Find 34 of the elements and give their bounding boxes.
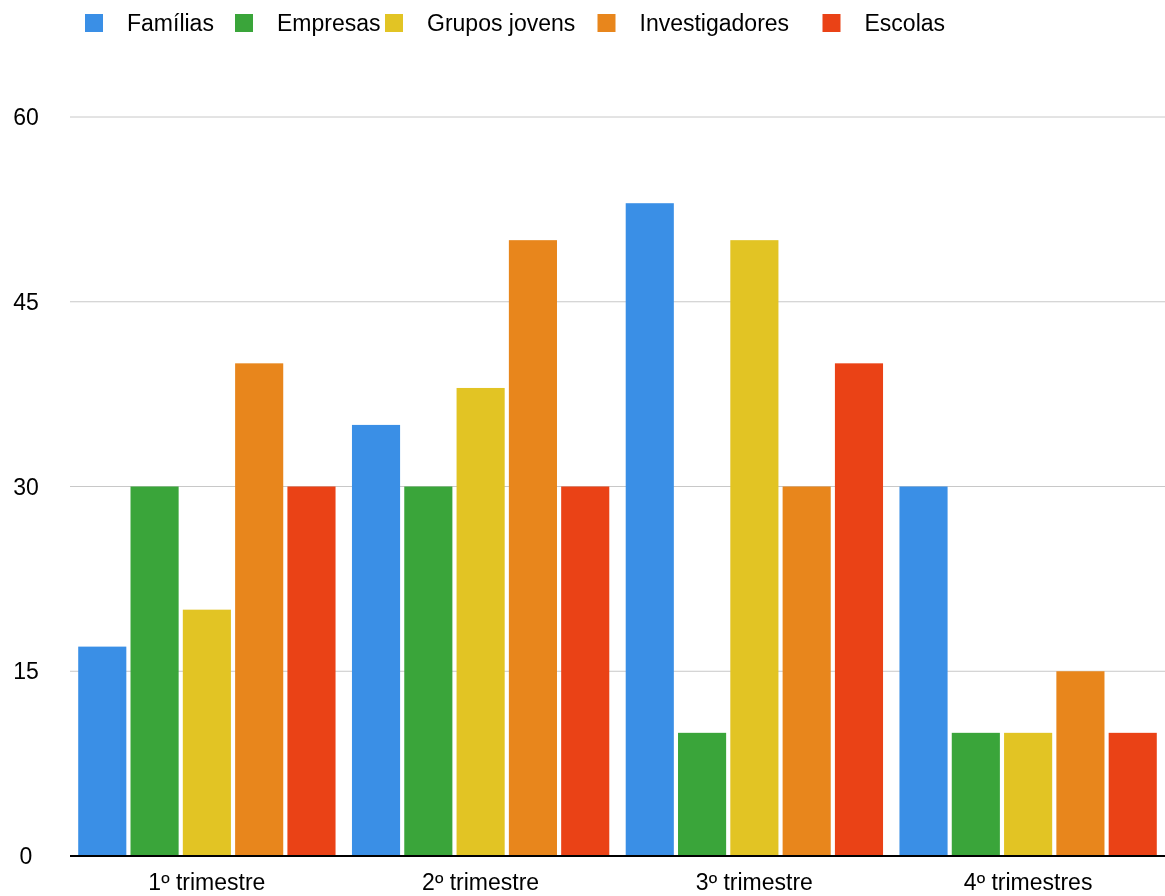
bar [899,486,948,856]
bar [508,240,557,856]
bar [951,732,1000,856]
bar [130,486,179,856]
y-tick-label: 0 [19,843,33,870]
bar [235,363,284,856]
bar [456,387,505,856]
bar [1056,671,1105,856]
bar [1108,732,1157,856]
bar [287,486,336,856]
x-tick-label: 4º trimestres [963,869,1093,895]
x-tick-label: 1º trimestre [148,869,266,895]
bar [730,240,779,856]
bar [782,486,831,856]
bar [561,486,610,856]
bar [834,363,884,856]
bar [404,486,453,856]
y-tick-label: 60 [13,104,39,131]
legend-label: Investigadores [639,10,790,36]
bar [678,732,727,856]
legend-label: Escolas [864,10,946,36]
legend-label: Famílias [127,10,214,36]
x-tick-label: 2º trimestre [422,869,540,895]
bar [351,424,401,856]
y-tick-label: 30 [13,473,39,500]
bar [78,646,127,856]
y-tick-label: 15 [13,658,39,685]
x-tick-label: 3º trimestre [695,869,813,895]
bar [1004,732,1053,856]
legend-label: Empresas [277,10,381,36]
bar [625,203,674,856]
bar [182,609,231,856]
y-tick-label: 45 [13,288,39,315]
legend-label: Grupos jovens [427,10,576,36]
